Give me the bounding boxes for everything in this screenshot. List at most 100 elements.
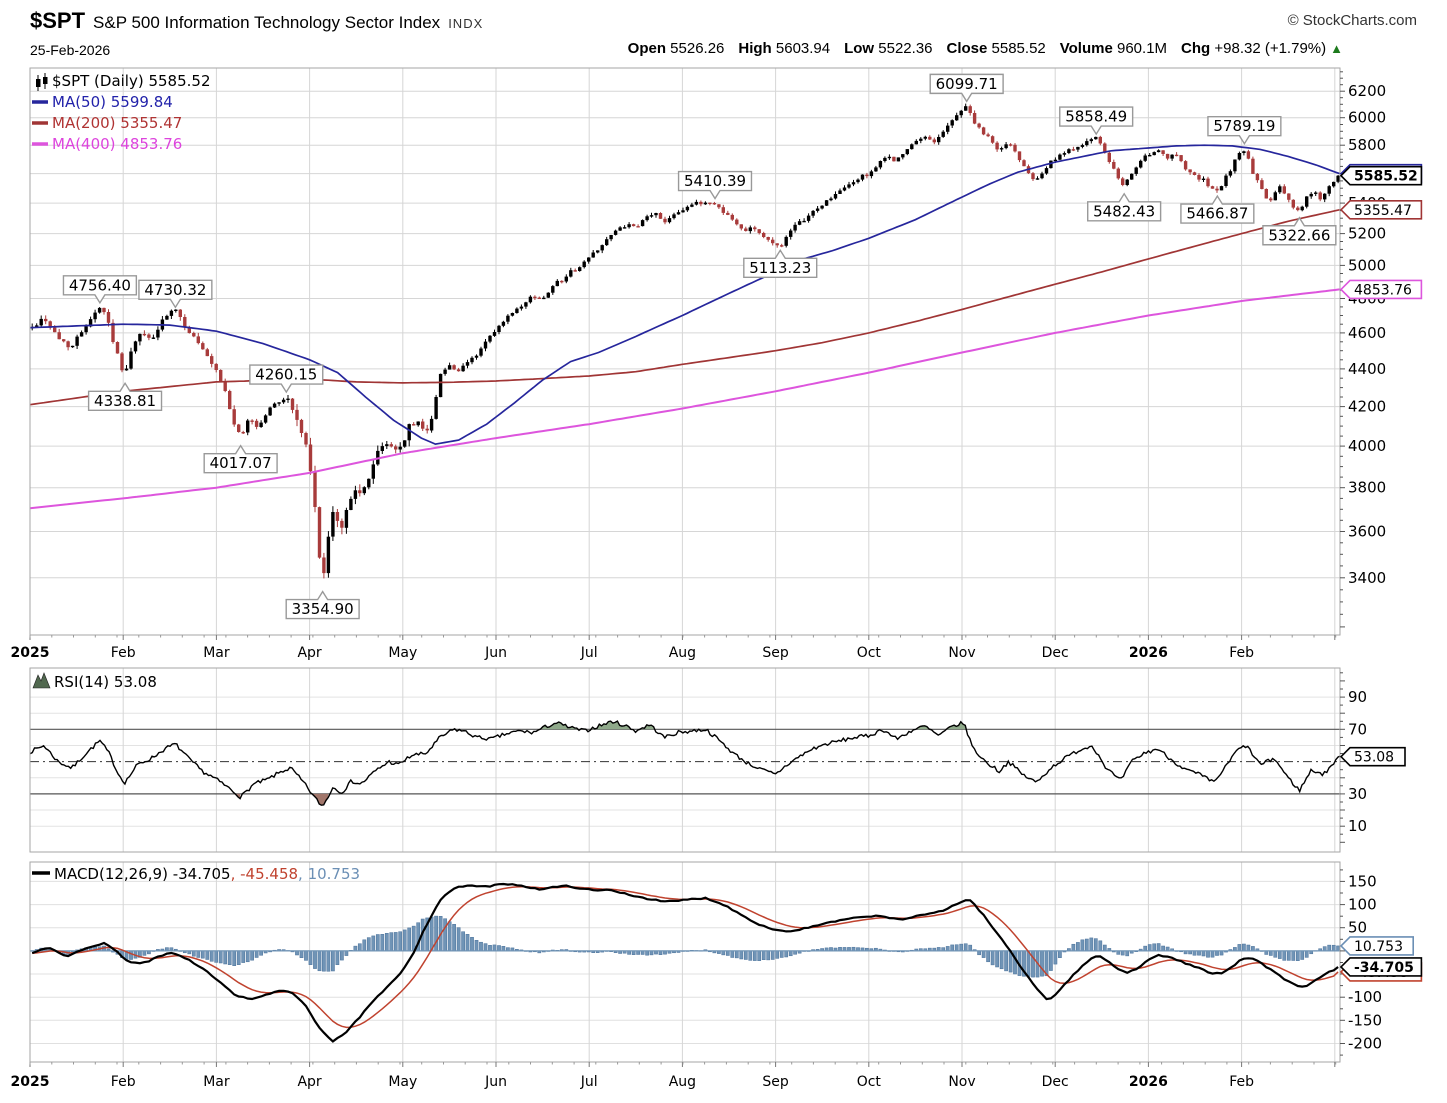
price-callout: 3354.90 xyxy=(285,590,360,620)
svg-text:5789.19: 5789.19 xyxy=(1213,117,1275,135)
quote-field-value: 5526.26 xyxy=(666,40,725,57)
svg-text:-34.705: -34.705 xyxy=(1354,960,1414,976)
price-axis-label: 6200 xyxy=(1348,82,1386,100)
macd-legend: MACD(12,26,9) -34.705, -45.458, 10.753 xyxy=(32,865,360,883)
rsi-axis-label: 30 xyxy=(1348,785,1367,803)
axis-value-tag: -34.705 xyxy=(1339,957,1423,977)
price-x-axis: 2025 Feb Mar Apr May Jun Jul Aug Sep Oct Nov Dec 202… xyxy=(11,635,1337,661)
ma200-line xyxy=(29,208,1340,406)
x-axis-month-label: Feb xyxy=(111,645,136,661)
price-axis-label: 3800 xyxy=(1348,479,1386,497)
x-axis-month-label: Jul xyxy=(580,1074,598,1090)
rsi-axis-label: 10 xyxy=(1348,817,1367,835)
svg-text:4017.07: 4017.07 xyxy=(210,454,272,472)
price-callout: 4756.40 xyxy=(62,275,138,305)
exchange-label: INDX xyxy=(448,16,484,31)
quote-field-label: Close xyxy=(946,40,988,57)
svg-text:5858.49: 5858.49 xyxy=(1065,108,1127,126)
x-axis-month-label: Aug xyxy=(669,1074,696,1090)
ma400-line xyxy=(29,288,1340,510)
macd-axis-label: -150 xyxy=(1348,1011,1382,1029)
x-axis-month-label: Nov xyxy=(948,645,975,661)
chart-header: $SPT S&P 500 Information Technology Secto… xyxy=(0,0,1447,64)
rsi-line xyxy=(29,720,1341,806)
legend-label: MA(200) 5355.47 xyxy=(52,114,182,132)
x-axis-month-label: 2026 xyxy=(1129,645,1168,661)
rsi-legend: RSI(14) 53.08 xyxy=(32,672,157,691)
quote-field-value: 5603.94 xyxy=(771,40,831,57)
price-callout: 4730.32 xyxy=(138,279,213,309)
price-axis-label: 5800 xyxy=(1348,136,1386,154)
quote-field-label: High xyxy=(738,40,772,57)
svg-text:5482.43: 5482.43 xyxy=(1093,202,1155,220)
legend-label: MA(50) 5599.84 xyxy=(52,93,173,111)
macd-panel: 15010050-50-100-150-200-45.45810.753-34.… xyxy=(29,861,1423,1063)
macd-axis-label: 150 xyxy=(1348,872,1377,890)
x-axis-month-label: Dec xyxy=(1042,645,1069,661)
price-callout: 6099.71 xyxy=(929,73,1004,103)
macd-axis-label: -100 xyxy=(1348,988,1382,1006)
price-callout: 5858.49 xyxy=(1059,106,1134,136)
quote-field-value: 5585.52 xyxy=(987,40,1046,57)
quote-field-value: 5522.36 xyxy=(874,40,933,57)
x-axis-month-label: Aug xyxy=(669,645,696,661)
legend-label: $SPT (Daily) 5585.52 xyxy=(52,72,211,90)
quote-field-value: 960.1M xyxy=(1112,40,1168,57)
x-axis-month-label: Sep xyxy=(762,1074,789,1090)
axis-value-tag: 4853.76 xyxy=(1339,279,1423,300)
svg-text:5466.87: 5466.87 xyxy=(1186,205,1248,223)
x-axis-month-label: May xyxy=(388,1074,417,1090)
axis-value-tag: 10.753 xyxy=(1339,936,1414,956)
quote-field-label: Low xyxy=(844,40,875,57)
macd-axis-label: 50 xyxy=(1348,919,1367,937)
x-axis-month-label: Dec xyxy=(1042,1074,1069,1090)
axis-value-tag: 53.08 xyxy=(1339,746,1406,767)
rsi-legend-label: RSI(14) 53.08 xyxy=(54,673,157,691)
axis-value-tag: 5585.52 xyxy=(1339,165,1423,186)
price-callout: 4338.81 xyxy=(87,381,163,411)
svg-text:5113.23: 5113.23 xyxy=(749,259,811,277)
x-axis-month-label: 2025 xyxy=(11,1074,50,1090)
rsi-overbought-fill xyxy=(947,721,966,730)
price-callout: 5410.39 xyxy=(677,170,753,200)
axis-value-tag: 5355.47 xyxy=(1339,199,1423,220)
price-axis-label: 4400 xyxy=(1348,360,1386,378)
x-axis-month-label: Apr xyxy=(297,645,321,661)
quote-date: 25-Feb-2026 xyxy=(30,42,111,58)
x-axis-month-label: Feb xyxy=(111,1074,136,1090)
macd-legend-label: MACD(12,26,9) -34.705, -45.458, 10.753 xyxy=(54,865,360,883)
macd-x-axis: 2025 Feb Mar Apr May Jun Jul Aug Sep Oct Nov Dec 202… xyxy=(11,1062,1337,1090)
svg-text:4338.81: 4338.81 xyxy=(94,392,156,410)
price-axis-label: 4200 xyxy=(1348,398,1386,416)
price-callout: 5482.43 xyxy=(1087,192,1162,222)
price-callout: 5789.19 xyxy=(1207,116,1282,146)
price-callout: 4017.07 xyxy=(203,444,278,474)
price-axis-label: 4600 xyxy=(1348,324,1386,342)
x-axis-month-label: Feb xyxy=(1229,1074,1254,1090)
quote-field-value: +98.32 (+1.79%) xyxy=(1210,40,1327,57)
price-axis-label: 5200 xyxy=(1348,225,1386,243)
x-axis-month-label: Feb xyxy=(1229,645,1254,661)
rsi-axis-label: 70 xyxy=(1348,720,1367,738)
rsi-axis-label: 90 xyxy=(1348,688,1367,706)
stockcharts-brand-link[interactable]: © StockCharts.com xyxy=(1287,12,1417,29)
price-panel: 3400360038004000420044004600480050005200… xyxy=(29,67,1423,636)
x-axis-month-label: May xyxy=(388,645,417,661)
price-callouts: 4756.40 4730.32 4338.81 4260.15 4017.07 3354.… xyxy=(62,73,1337,620)
ticker-symbol: $SPT xyxy=(30,8,86,33)
svg-text:3354.90: 3354.90 xyxy=(292,600,354,618)
ma50-line xyxy=(29,144,1340,445)
price-callout: 5322.66 xyxy=(1262,216,1337,246)
price-axis-label: 3600 xyxy=(1348,523,1386,541)
price-callout: 5113.23 xyxy=(743,248,818,278)
quote-field-label: Volume xyxy=(1059,40,1113,57)
x-axis-month-label: Mar xyxy=(203,1074,230,1090)
x-axis-month-label: Nov xyxy=(948,1074,975,1090)
svg-text:5585.52: 5585.52 xyxy=(1354,169,1418,185)
x-axis-month-label: Sep xyxy=(762,645,789,661)
svg-text:5410.39: 5410.39 xyxy=(684,172,746,190)
svg-text:10.753: 10.753 xyxy=(1354,939,1403,955)
